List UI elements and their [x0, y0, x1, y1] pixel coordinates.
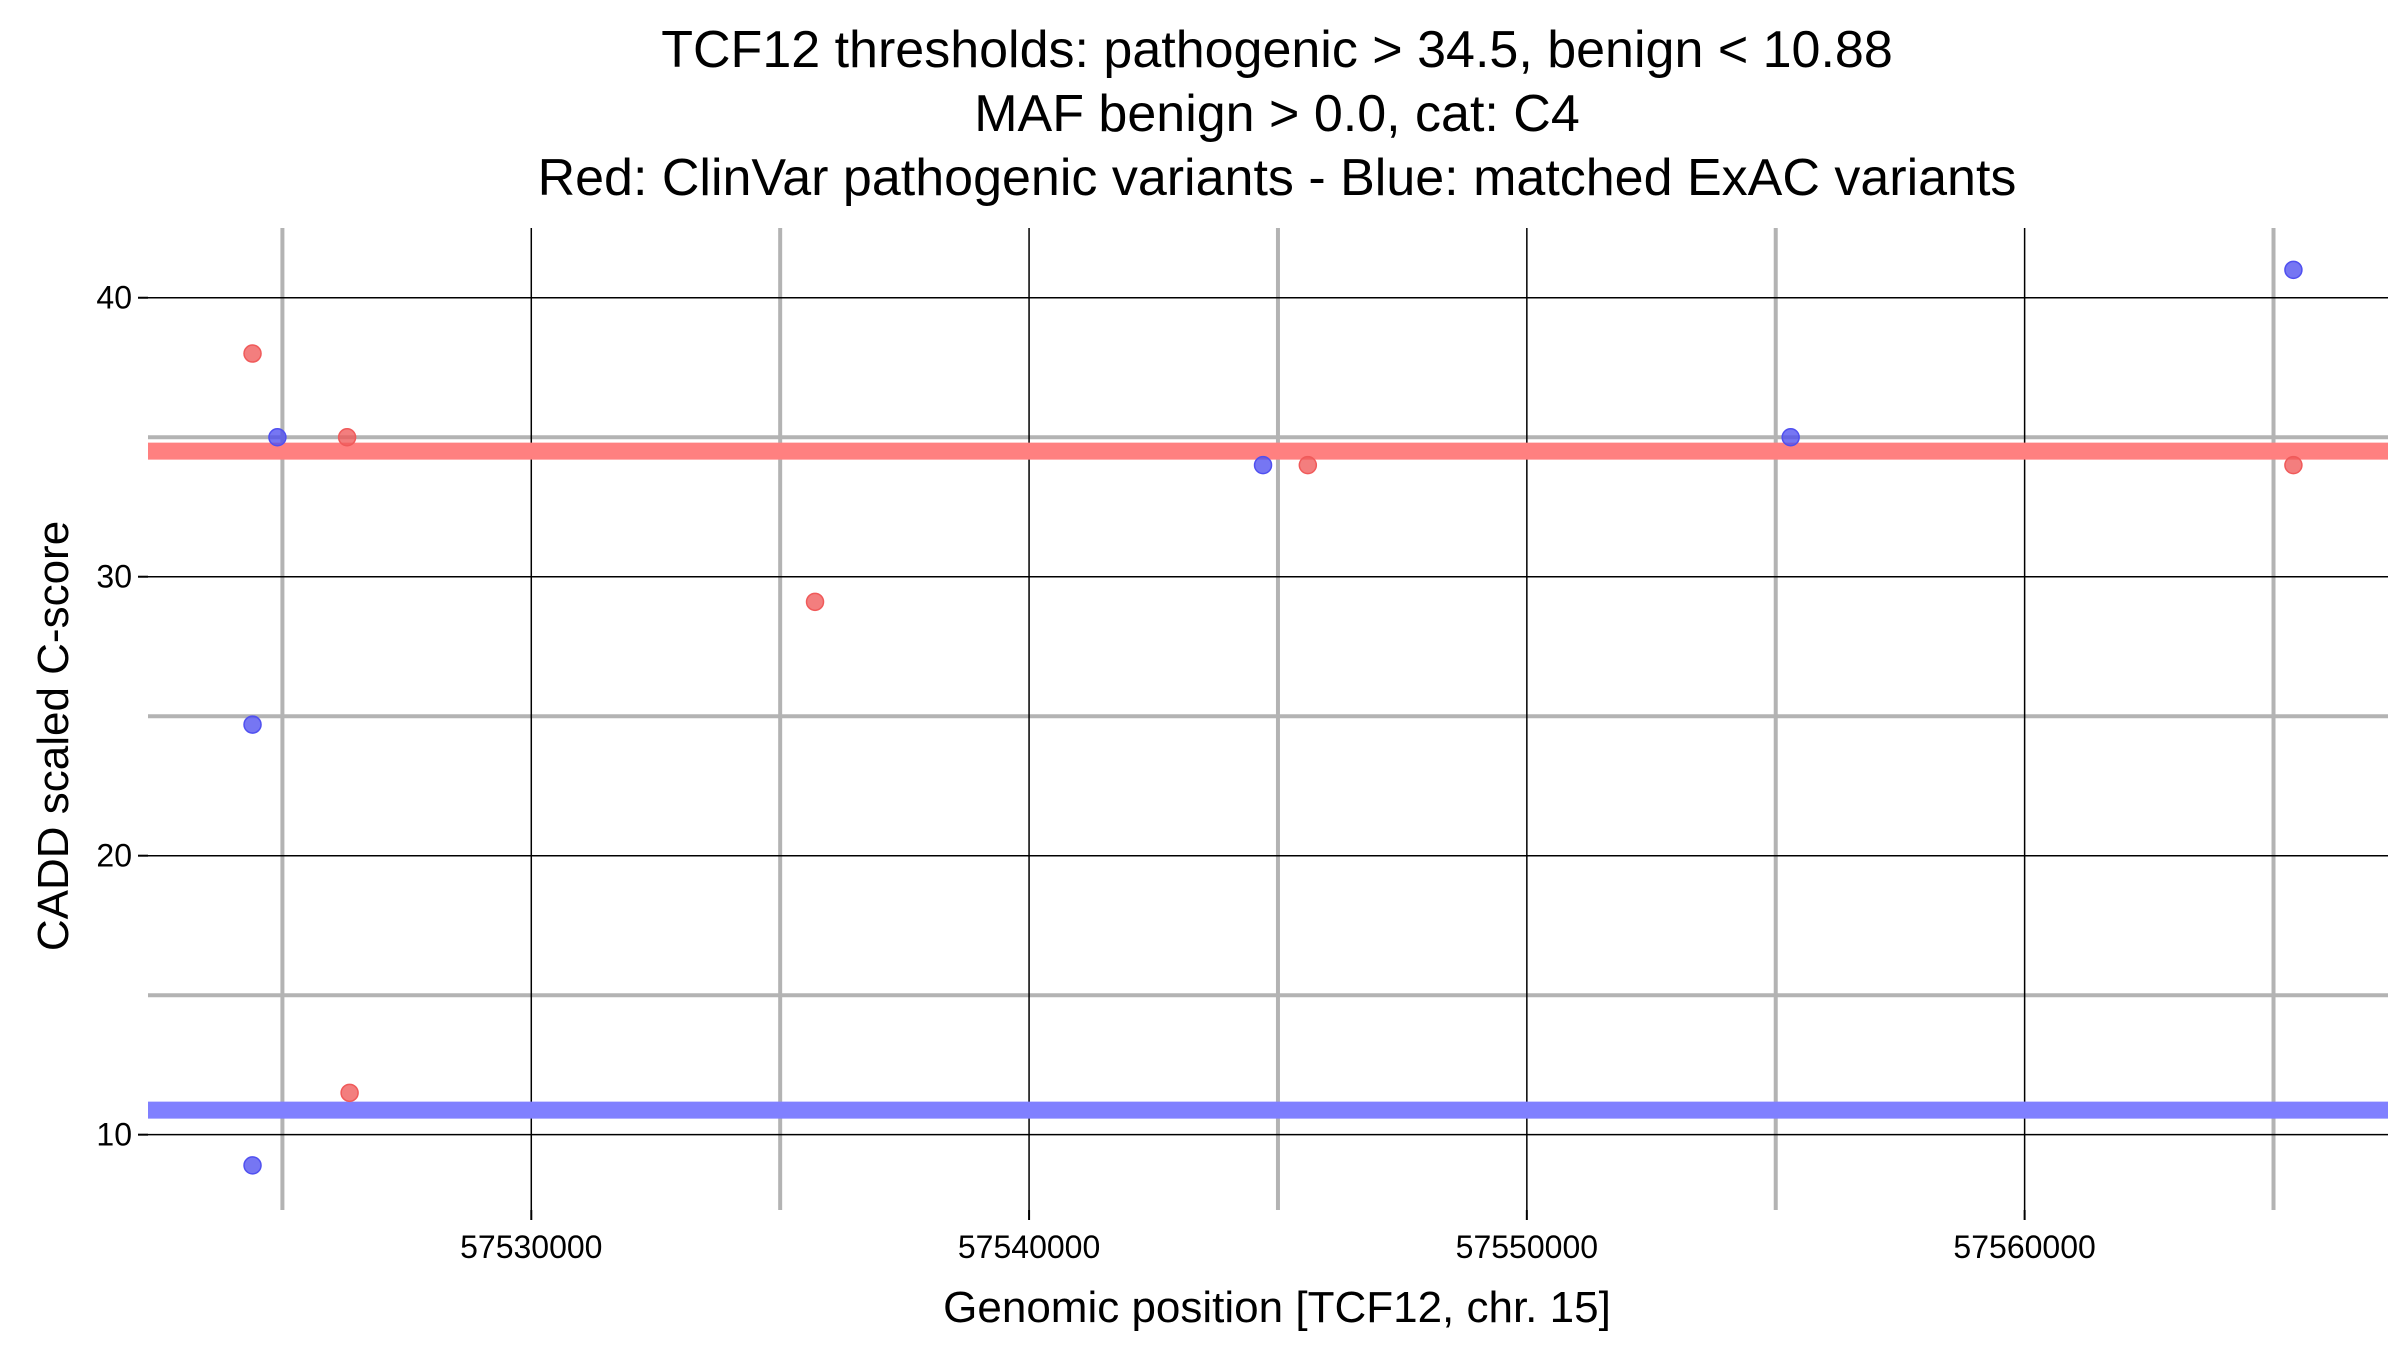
x-tick-label: 57550000 [1456, 1229, 1598, 1265]
chart-title-line-3: Red: ClinVar pathogenic variants - Blue:… [538, 149, 2017, 207]
data-points [243, 260, 2303, 1175]
clinvar-point [2284, 455, 2303, 475]
exac-point [243, 1156, 262, 1175]
exac-point [1253, 455, 1273, 475]
chart-title-line-1: TCF12 thresholds: pathogenic > 34.5, ben… [661, 21, 1893, 79]
chart-title: TCF12 thresholds: pathogenic > 34.5, ben… [538, 21, 2017, 207]
exac-point [268, 427, 287, 447]
y-axis-title: CADD scaled C-score [29, 521, 78, 951]
y-tick-label: 10 [96, 1117, 132, 1153]
exac-point [1781, 427, 1800, 447]
y-tick-label: 30 [96, 559, 132, 595]
exac-point [243, 715, 262, 734]
plot-area [148, 228, 2388, 1210]
chart-title-line-2: MAF benign > 0.0, cat: C4 [974, 85, 1580, 143]
exac-point [2284, 260, 2303, 280]
y-tick-label: 40 [96, 280, 132, 316]
major-grid [148, 228, 2388, 1210]
y-axis: 10 20 30 40 [96, 280, 148, 1153]
clinvar-point [243, 344, 262, 363]
x-tick-label: 57560000 [1953, 1229, 2095, 1265]
x-tick-label: 57540000 [958, 1229, 1100, 1265]
minor-grid [148, 228, 2388, 1210]
x-axis: 57530000 57540000 57550000 57560000 [460, 1210, 2096, 1265]
clinvar-point [340, 1083, 359, 1103]
y-tick-label: 20 [96, 838, 132, 874]
threshold-lines [148, 442, 2388, 1119]
x-axis-title: Genomic position [TCF12, chr. 15] [943, 1283, 1611, 1332]
clinvar-point [337, 427, 357, 447]
x-tick-label: 57530000 [460, 1229, 602, 1265]
clinvar-point [805, 592, 825, 612]
clinvar-point [1298, 455, 1318, 475]
